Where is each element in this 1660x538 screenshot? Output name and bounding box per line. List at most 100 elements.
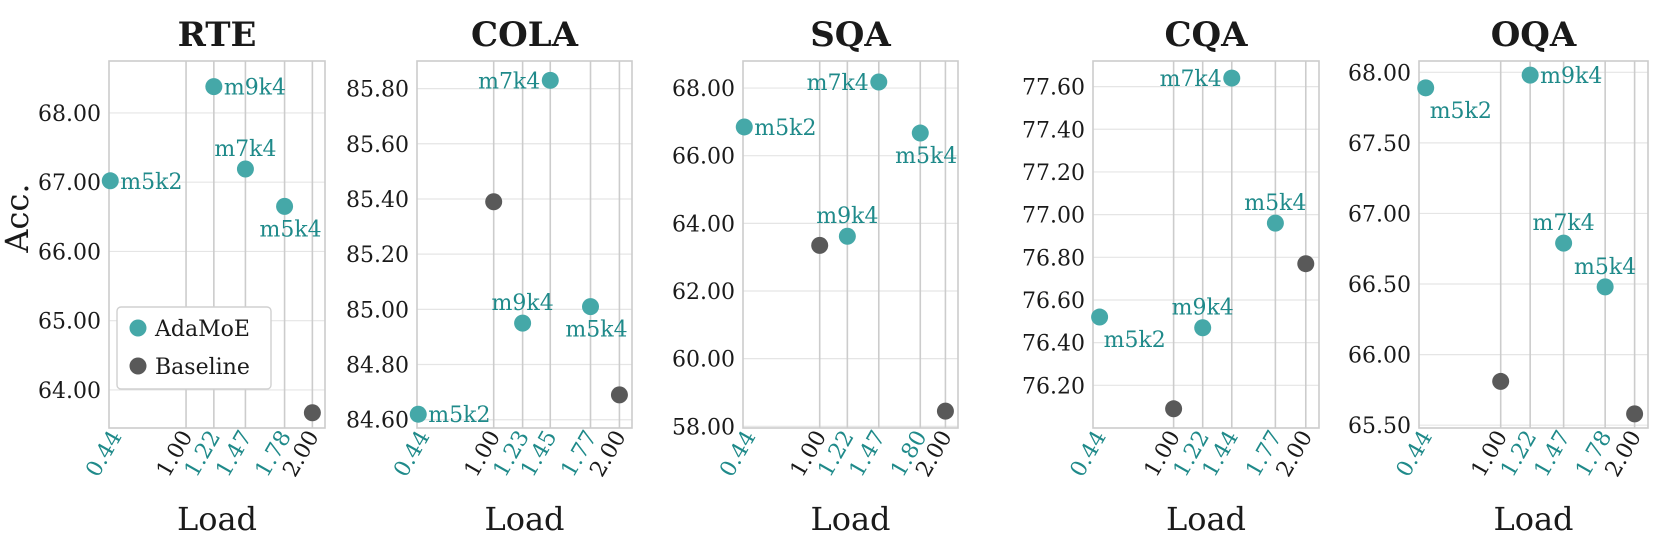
legend: AdaMoE Baseline <box>116 306 272 390</box>
panel-title: CQA <box>1164 15 1248 55</box>
adamoe-point <box>1417 79 1435 97</box>
baseline-point <box>1165 400 1183 418</box>
panel-title: SQA <box>810 15 891 55</box>
point-label: m7k4 <box>1160 67 1222 92</box>
point-label: m7k4 <box>807 71 869 96</box>
y-tick-label: 76.80 <box>1022 246 1085 271</box>
legend-label-baseline: Baseline <box>155 355 250 380</box>
plot-area <box>417 61 632 428</box>
adamoe-point <box>1596 278 1614 296</box>
y-tick-label: 85.40 <box>346 188 409 213</box>
x-axis-label: Load <box>484 500 564 534</box>
x-tick-label: 1.47 <box>1530 427 1576 482</box>
y-tick-label: 68.00 <box>1348 61 1411 86</box>
y-tick-label: 68.00 <box>672 77 735 102</box>
y-tick-label: 84.80 <box>346 354 409 379</box>
y-tick-label: 84.60 <box>346 409 409 434</box>
plot-area <box>1419 61 1648 428</box>
panel-title: RTE <box>178 15 257 55</box>
adamoe-point <box>276 197 294 215</box>
adamoe-point <box>1091 308 1109 326</box>
y-tick-label: 77.00 <box>1022 204 1085 229</box>
legend-label-adamoe: AdaMoE <box>154 317 250 342</box>
x-tick-label: 0.44 <box>81 427 127 482</box>
y-tick-label: 66.00 <box>38 240 101 265</box>
adamoe-point <box>205 78 223 96</box>
y-tick-label: 76.60 <box>1022 289 1085 314</box>
y-tick-label: 85.20 <box>346 243 409 268</box>
point-label: m5k4 <box>895 144 957 169</box>
baseline-point <box>610 386 628 404</box>
plot-area <box>1093 61 1319 428</box>
point-label: m7k4 <box>478 69 540 94</box>
y-tick-label: 67.50 <box>1348 132 1411 157</box>
y-tick-label: 85.60 <box>346 133 409 158</box>
adamoe-point <box>1223 69 1241 87</box>
legend-marker-baseline <box>129 357 147 375</box>
adamoe-point <box>409 405 427 423</box>
point-label: m5k4 <box>1244 191 1306 216</box>
adamoe-point <box>911 124 929 142</box>
y-tick-label: 77.40 <box>1022 118 1085 143</box>
baseline-point <box>811 236 829 254</box>
y-tick-label: 67.00 <box>38 171 101 196</box>
point-label: m9k4 <box>816 204 878 229</box>
y-tick-label: 76.40 <box>1022 332 1085 357</box>
baseline-point <box>1297 255 1315 273</box>
plot-frame <box>742 60 959 429</box>
adamoe-point <box>870 73 888 91</box>
adamoe-point <box>514 314 532 332</box>
y-tick-label: 64.00 <box>38 379 101 404</box>
baseline-point <box>936 402 954 420</box>
y-tick-label: 62.00 <box>672 280 735 305</box>
y-tick-label: 66.50 <box>1348 273 1411 298</box>
panel-title: COLA <box>471 15 579 55</box>
y-tick-label: 77.20 <box>1022 161 1085 186</box>
point-label: m7k4 <box>1533 211 1595 236</box>
baseline-point <box>485 193 503 211</box>
point-label: m5k4 <box>259 217 321 242</box>
x-tick-label: 0.44 <box>389 427 435 482</box>
x-axis-label: Load <box>177 500 257 534</box>
y-tick-label: 65.00 <box>38 310 101 335</box>
adamoe-point <box>1555 234 1573 252</box>
point-label: m5k2 <box>120 170 182 195</box>
y-tick-label: 85.00 <box>346 298 409 323</box>
adamoe-point <box>541 71 559 89</box>
baseline-point <box>303 404 321 422</box>
adamoe-point <box>101 172 119 190</box>
panel-title: OQA <box>1491 15 1577 55</box>
x-axis-label: Load <box>1166 500 1246 534</box>
point-label: m5k2 <box>1430 99 1492 124</box>
y-tick-label: 64.00 <box>672 212 735 237</box>
point-label: m5k2 <box>754 116 816 141</box>
adamoe-point <box>582 298 600 316</box>
x-axis-label: Load <box>1493 500 1573 534</box>
y-tick-label: 65.50 <box>1348 414 1411 439</box>
point-label: m9k4 <box>1172 296 1234 321</box>
legend-marker-adamoe <box>129 319 147 337</box>
plot-frame <box>108 60 326 429</box>
point-label: m7k4 <box>214 137 276 162</box>
adamoe-point <box>838 227 856 245</box>
legend-box <box>116 306 272 390</box>
y-tick-label: 68.00 <box>38 102 101 127</box>
plot-frame <box>1092 60 1320 429</box>
y-tick-label: 67.00 <box>1348 202 1411 227</box>
x-axis-label: Load <box>810 500 890 534</box>
adamoe-point <box>1194 319 1212 337</box>
y-tick-label: 77.60 <box>1022 76 1085 101</box>
y-axis-label: Acc. <box>0 183 36 253</box>
adamoe-point <box>236 160 254 178</box>
y-tick-label: 66.00 <box>672 145 735 170</box>
y-tick-label: 60.00 <box>672 348 735 373</box>
point-label: m5k4 <box>1574 255 1636 280</box>
y-tick-label: 85.80 <box>346 78 409 103</box>
y-tick-label: 66.00 <box>1348 344 1411 369</box>
plot-area <box>743 61 958 428</box>
